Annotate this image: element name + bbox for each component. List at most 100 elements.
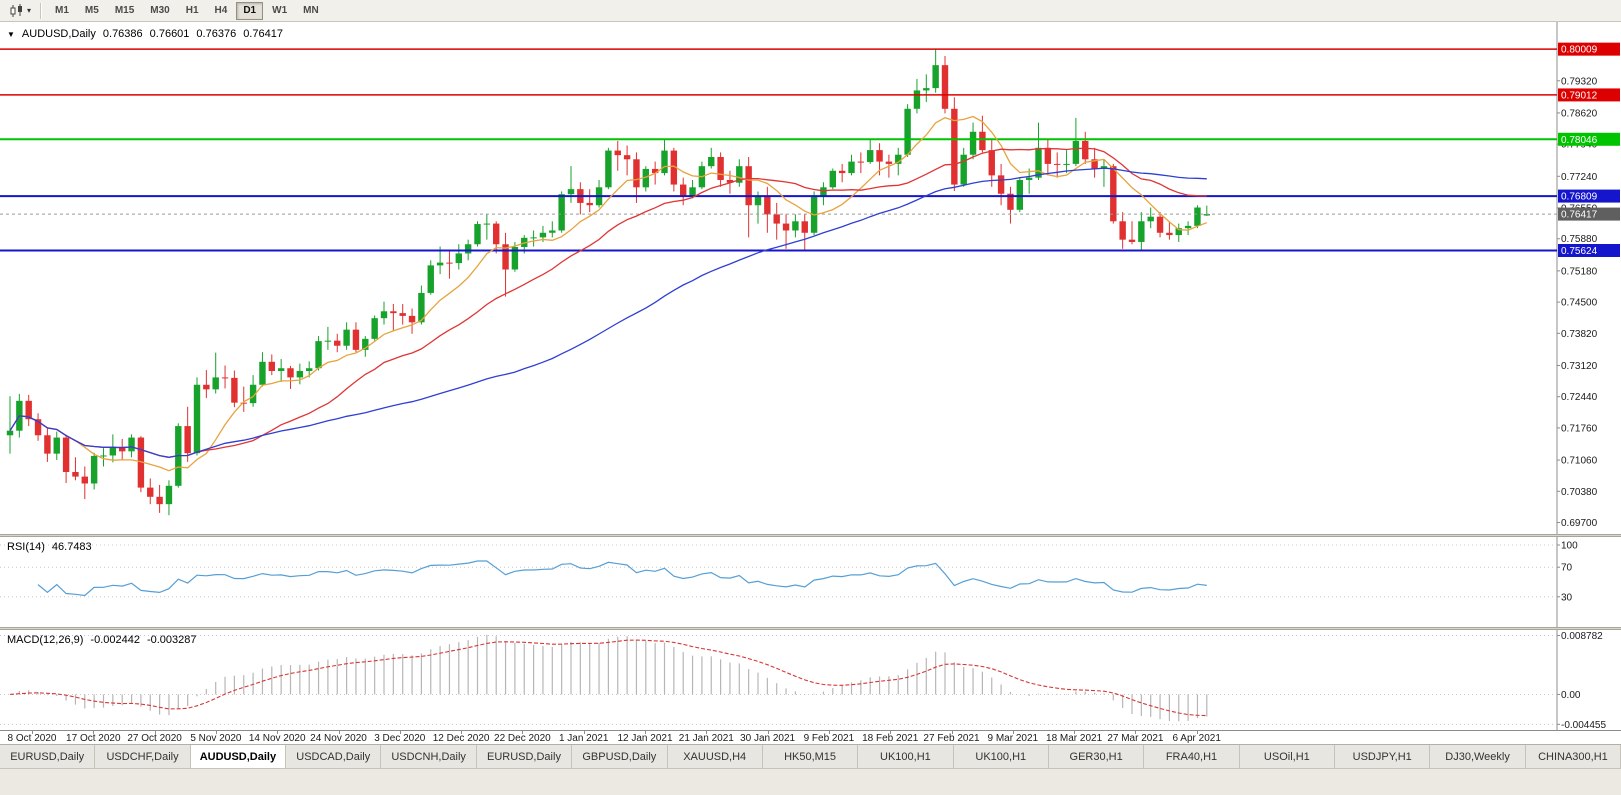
level-price-tag[interactable] xyxy=(1558,189,1620,203)
tab-uk100-h1-2[interactable]: UK100,H1 xyxy=(953,745,1049,768)
time-axis-label: 27 Feb 2021 xyxy=(923,733,980,744)
tab-china300-h1[interactable]: CHINA300,H1 xyxy=(1525,745,1621,768)
tab-eurusd-daily-1[interactable]: EURUSD,Daily xyxy=(0,745,96,768)
ohlc-open: 0.76386 xyxy=(102,28,143,40)
time-axis-tick xyxy=(1012,731,1014,734)
time-axis-tick xyxy=(706,731,708,734)
tab-eurusd-daily-2[interactable]: EURUSD,Daily xyxy=(476,745,573,768)
time-axis-tick xyxy=(828,731,830,734)
tab-usdjpy-h1[interactable]: USDJPY,H1 xyxy=(1335,745,1431,768)
tab-fra40-h1[interactable]: FRA40,H1 xyxy=(1144,745,1240,768)
candlestick-chart-icon xyxy=(10,3,22,17)
tab-audusd-daily[interactable]: AUDUSD,Daily xyxy=(190,745,287,768)
time-axis[interactable]: 8 Oct 2020 17 Oct 2020 27 Oct 2020 5 Nov 20… xyxy=(0,730,1621,745)
time-axis-label: 12 Dec 2020 xyxy=(432,733,490,744)
timeframe-button-h4[interactable]: H4 xyxy=(208,2,235,20)
timeframe-button-d1[interactable]: D1 xyxy=(236,1,264,20)
macd-main-value: -0.002442 xyxy=(90,634,140,646)
price-axis-label: 0.77240 xyxy=(1561,172,1598,183)
macd-panel-canvas[interactable]: 0.008782 0.00 -0.004455 xyxy=(0,630,1621,730)
price-axis-label: 0.71060 xyxy=(1561,456,1598,467)
rsi-name: RSI(14) xyxy=(7,541,45,553)
time-axis-tick xyxy=(215,731,217,734)
level-price-label: 0.79012 xyxy=(1561,90,1598,101)
panel-divider[interactable] xyxy=(0,534,1621,537)
time-axis-label: 18 Feb 2021 xyxy=(862,733,919,744)
level-price-tag[interactable] xyxy=(1558,88,1620,102)
time-axis-label: 1 Jan 2021 xyxy=(558,733,609,744)
price-axis-label: 0.78620 xyxy=(1561,108,1598,119)
time-axis-tick xyxy=(951,731,953,734)
level-price-tag[interactable] xyxy=(1558,132,1620,146)
toolbar-separator xyxy=(40,2,43,19)
time-axis-tick xyxy=(32,731,33,734)
rsi-scale-label: 100 xyxy=(1561,541,1578,552)
level-price-label: 0.75624 xyxy=(1561,246,1598,257)
tab-gbpusd-daily[interactable]: GBPUSD,Daily xyxy=(572,745,668,768)
level-price-tag[interactable] xyxy=(1558,42,1620,56)
time-axis-label: 30 Jan 2021 xyxy=(740,733,796,744)
timeframe-button-m15[interactable]: M15 xyxy=(108,2,141,20)
time-axis-tick xyxy=(338,731,340,734)
timeframe-toolbar: ▾ M1 M5 M15 M30 H1 H4 D1 W1 MN xyxy=(0,0,1621,22)
macd-signal-value: -0.003287 xyxy=(146,634,197,646)
time-axis-tick xyxy=(583,731,585,734)
ohlc-close: 0.76417 xyxy=(243,28,283,40)
main-chart-canvas[interactable]: 0.793200.786200.779400.772400.765500.758… xyxy=(0,22,1621,534)
time-axis-label: 6 Apr 2021 xyxy=(1172,733,1221,744)
ma-line-55 xyxy=(9,167,1207,458)
macd-scale-label: 0.00 xyxy=(1561,690,1581,701)
time-axis-tick xyxy=(890,731,892,734)
ohlc-low: 0.76376 xyxy=(196,28,237,40)
time-axis-label: 9 Mar 2021 xyxy=(987,733,1039,744)
time-axis-label: 3 Dec 2020 xyxy=(374,733,426,744)
time-axis-tick xyxy=(522,731,524,734)
macd-signal-line xyxy=(9,639,1207,717)
tab-ger30-h1[interactable]: GER30,H1 xyxy=(1048,745,1145,768)
rsi-line xyxy=(37,560,1207,597)
macd-scale-label: 0.008782 xyxy=(1561,631,1603,642)
macd-name: MACD(12,26,9) xyxy=(7,634,84,646)
timeframe-button-h1[interactable]: H1 xyxy=(179,2,206,20)
price-axis-label: 0.75180 xyxy=(1561,266,1598,277)
time-axis-label: 5 Nov 2020 xyxy=(190,733,242,744)
time-axis-label: 27 Mar 2021 xyxy=(1107,733,1164,744)
tab-xauusd-h4[interactable]: XAUUSD,H4 xyxy=(667,745,763,768)
level-price-label: 0.80009 xyxy=(1561,45,1598,56)
macd-indicator-label: MACD(12,26,9) -0.002442 -0.003287 xyxy=(7,634,197,646)
price-axis-label: 0.69700 xyxy=(1561,518,1598,529)
rsi-panel-canvas[interactable]: 100 70 30 xyxy=(0,537,1621,627)
timeframe-button-m5[interactable]: M5 xyxy=(78,2,106,20)
level-price-tag[interactable] xyxy=(1558,243,1620,257)
tab-usdcad-daily[interactable]: USDCAD,Daily xyxy=(286,745,382,768)
chart-type-button[interactable]: ▾ xyxy=(5,2,35,20)
tab-usoil-h1[interactable]: USOil,H1 xyxy=(1239,745,1336,768)
status-bar xyxy=(0,768,1621,795)
tab-usdchf-daily[interactable]: USDCHF,Daily xyxy=(95,745,191,768)
macd-scale-label: -0.004455 xyxy=(1561,720,1606,730)
time-axis-label: 24 Nov 2020 xyxy=(310,733,367,744)
price-axis-label: 0.79320 xyxy=(1561,76,1598,87)
time-axis-tick xyxy=(645,731,646,734)
tab-dj30-weekly[interactable]: DJ30,Weekly xyxy=(1430,745,1526,768)
tab-hk50-m15[interactable]: HK50,M15 xyxy=(762,745,859,768)
current-price-tag xyxy=(1558,207,1620,221)
timeframe-button-m1[interactable]: M1 xyxy=(48,2,76,20)
level-price-label: 0.76809 xyxy=(1561,192,1598,203)
tab-uk100-h1-1[interactable]: UK100,H1 xyxy=(858,745,954,768)
timeframe-button-w1[interactable]: W1 xyxy=(265,2,294,20)
timeframe-button-mn[interactable]: MN xyxy=(296,2,326,20)
ma-line-21 xyxy=(9,147,1207,458)
time-axis-tick xyxy=(277,731,279,734)
price-axis-label: 0.71760 xyxy=(1561,423,1598,434)
rsi-value: 46.7483 xyxy=(51,541,92,553)
timeframe-button-m30[interactable]: M30 xyxy=(143,2,176,20)
panel-divider[interactable] xyxy=(0,627,1621,630)
tab-usdcnh-daily[interactable]: USDCNH,Daily xyxy=(381,745,477,768)
chart-title: ▼ AUDUSD,Daily 0.76386 0.76601 0.76376 0… xyxy=(7,28,283,40)
rsi-scale-label: 30 xyxy=(1561,592,1573,603)
chart-window: 0.793200.786200.779400.772400.765500.758… xyxy=(0,22,1621,745)
one-click-trading-arrow[interactable]: ▼ xyxy=(7,29,15,39)
time-axis-tick xyxy=(767,731,769,734)
time-axis-label: 18 Mar 2021 xyxy=(1046,733,1103,744)
